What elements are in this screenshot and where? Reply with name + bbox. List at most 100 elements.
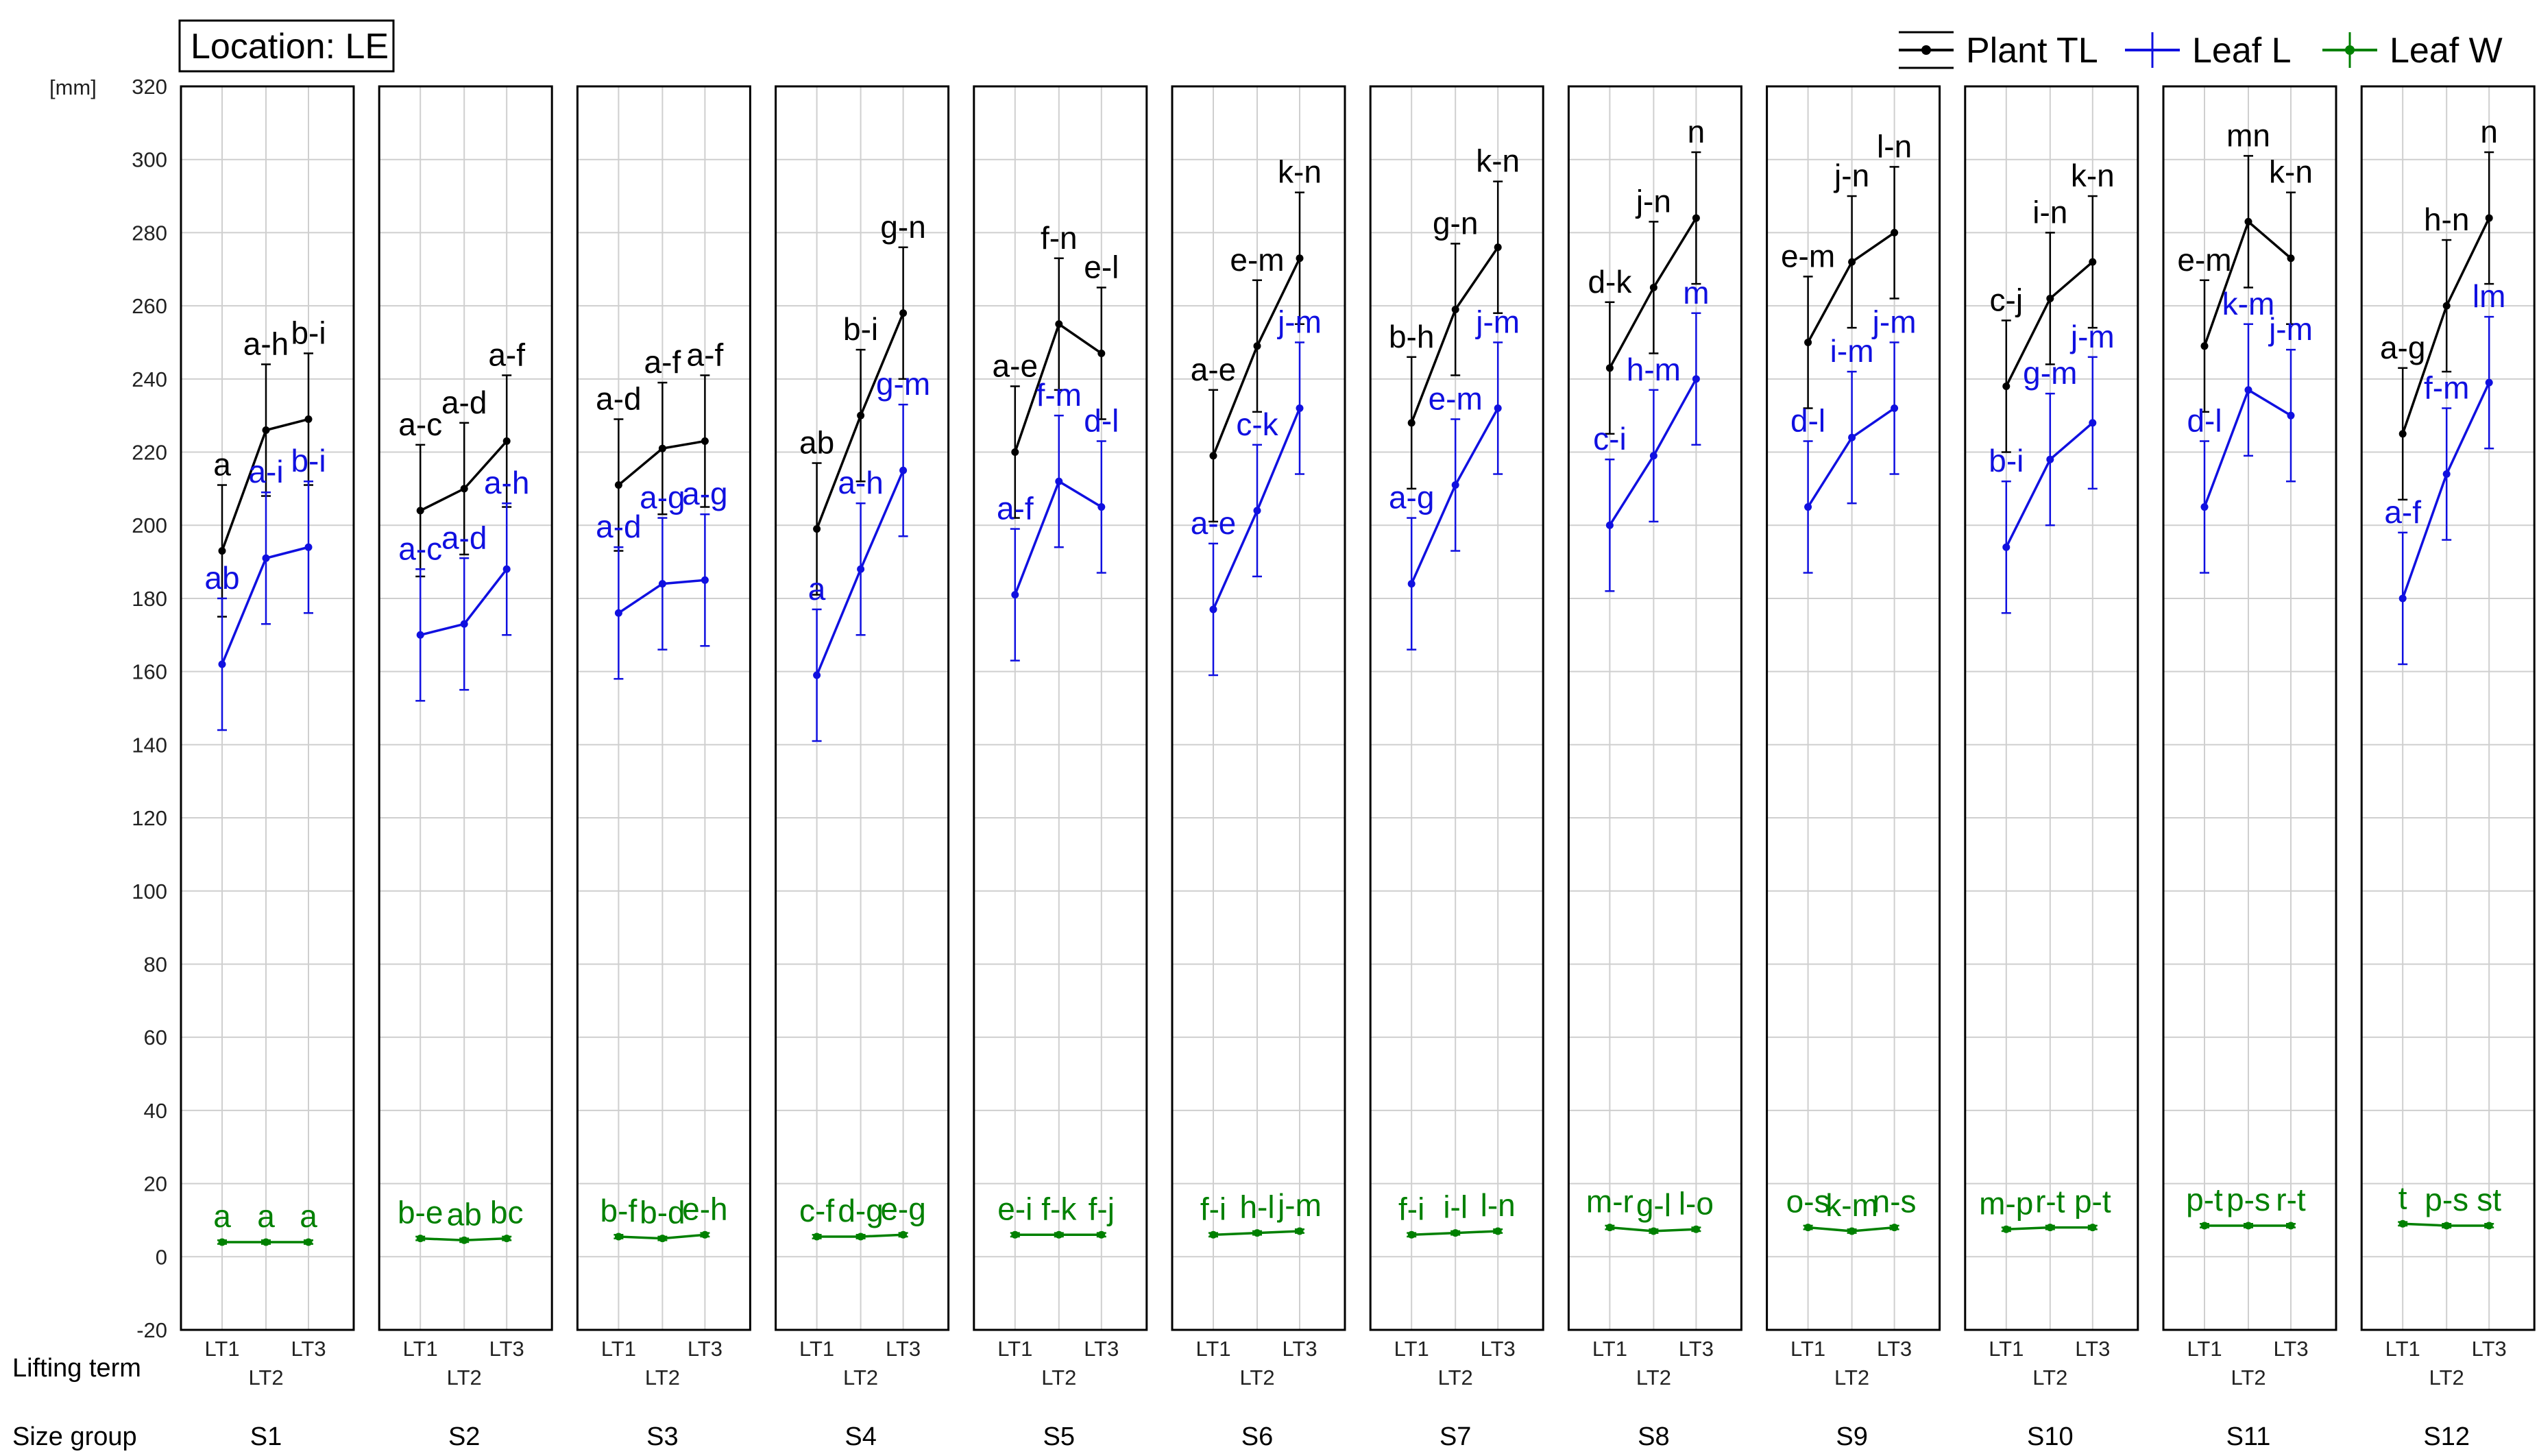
data-point-lw — [1055, 1230, 1063, 1239]
y-tick-label: 200 — [132, 513, 167, 537]
legend: Plant TL Leaf L Leaf W — [1899, 31, 2503, 71]
data-point-ll — [2046, 455, 2054, 463]
data-label-tl: k-n — [2071, 158, 2115, 193]
data-label-tl: k-n — [1278, 154, 1322, 190]
data-point-ll — [1494, 404, 1502, 413]
data-point-lw — [2200, 1222, 2209, 1230]
data-label-ll: m — [1683, 275, 1709, 311]
x-tick-label: LT1 — [1592, 1337, 1627, 1361]
data-point-tl — [2398, 430, 2407, 438]
data-label-lw: b-f — [600, 1193, 637, 1228]
x-tick-label: LT2 — [447, 1366, 482, 1390]
legend-entry-leaf-l: Leaf L — [2125, 31, 2292, 71]
data-point-ll — [460, 620, 468, 628]
data-point-ll — [2442, 470, 2451, 478]
data-label-ll: a-f — [2384, 494, 2421, 530]
y-tick-label: 260 — [132, 294, 167, 318]
data-point-ll — [2002, 543, 2010, 551]
panel-frame — [973, 85, 1148, 1331]
y-axis: -20 0 20 40 60 80 100 120 140 160 180 200 220 240 260 2… — [132, 75, 167, 1342]
data-point-lw — [1253, 1229, 1261, 1237]
data-label-ll: j-m — [2069, 319, 2115, 354]
data-label-lw: f-i — [1398, 1191, 1424, 1226]
x-tick-label: LT2 — [2231, 1366, 2265, 1390]
data-point-lw — [701, 1230, 709, 1239]
data-point-ll — [416, 631, 424, 639]
data-point-ll — [1891, 404, 1899, 413]
data-label-lw: a — [213, 1198, 231, 1234]
data-point-tl — [701, 437, 709, 446]
x-tick-label: LT2 — [1239, 1366, 1274, 1390]
panel-s9: e-m j-nl-n d-li-mj-m o-sk-mn-s LT1 LT3 LT2 S9 — [1766, 85, 1941, 1451]
data-point-lw — [2244, 1222, 2252, 1230]
data-label-lw: a — [300, 1198, 317, 1234]
data-point-tl — [1296, 254, 1304, 263]
x-tick-label: LT3 — [1084, 1337, 1119, 1361]
data-label-tl: j-n — [1635, 183, 1671, 219]
data-point-tl — [1848, 258, 1856, 266]
data-point-tl — [1804, 338, 1812, 346]
data-point-tl — [262, 426, 270, 435]
data-label-lw: e-g — [880, 1191, 925, 1226]
x-tick-label: LT2 — [1438, 1366, 1473, 1390]
data-label-ll: k-m — [2222, 286, 2275, 321]
data-label-lw: i-l — [1443, 1189, 1468, 1225]
x-tick-label: LT1 — [204, 1337, 239, 1361]
data-label-lw: e-i — [997, 1191, 1032, 1226]
data-label-tl: a-e — [993, 348, 1038, 383]
data-label-lw: l-n — [1481, 1187, 1516, 1223]
data-point-tl — [1253, 342, 1261, 350]
location-box — [178, 19, 395, 73]
y-tick-label: 320 — [132, 75, 167, 99]
data-label-tl: ab — [799, 425, 834, 461]
data-label-lw: g-l — [1636, 1187, 1671, 1223]
data-label-lw: p-s — [2425, 1182, 2468, 1217]
x-tick-label: LT1 — [1989, 1337, 2024, 1361]
legend-label-leaf-w: Leaf W — [2390, 31, 2503, 71]
data-label-lw: p-t — [2074, 1184, 2111, 1220]
data-point-ll — [1296, 404, 1304, 413]
panel-frame — [2162, 85, 2337, 1331]
x-tick-label: LT3 — [2472, 1337, 2507, 1361]
legend-entry-plant-tl: Plant TL — [1899, 31, 2098, 71]
legend-label-plant-tl: Plant TL — [1966, 31, 2098, 71]
data-point-tl — [1494, 243, 1502, 252]
data-label-tl: e-m — [1781, 238, 1835, 274]
y-tick-label: 120 — [132, 806, 167, 830]
legend-entry-leaf-w: Leaf W — [2322, 31, 2503, 71]
data-point-tl — [1692, 214, 1700, 222]
data-label-tl: n — [2480, 114, 2498, 149]
data-label-lw: r-t — [2276, 1182, 2306, 1217]
y-tick-label: 180 — [132, 587, 167, 611]
x-tick-label: LT2 — [843, 1366, 878, 1390]
data-point-ll — [1055, 477, 1063, 485]
y-tick-label: 240 — [132, 367, 167, 391]
panel-frame — [1964, 85, 2139, 1331]
data-label-ll: a-d — [441, 520, 487, 555]
data-point-ll — [1692, 375, 1700, 383]
panel-frame — [1369, 85, 1544, 1331]
x-tick-label: LT3 — [886, 1337, 921, 1361]
data-point-ll — [2089, 419, 2097, 427]
data-label-tl: i-n — [2032, 194, 2067, 230]
y-tick-label: 140 — [132, 733, 167, 757]
x-tick-label: LT3 — [688, 1337, 722, 1361]
data-label-ll: a-g — [1389, 480, 1434, 515]
data-point-tl — [304, 415, 313, 424]
data-label-ll: lm — [2473, 278, 2506, 314]
data-label-lw: f-k — [1041, 1191, 1077, 1226]
x-tick-label: LT3 — [1481, 1337, 1516, 1361]
data-point-tl — [899, 309, 908, 317]
data-label-lw: o-s — [1786, 1184, 1830, 1220]
x-tick-label: LT1 — [1195, 1337, 1230, 1361]
data-label-tl: e-m — [1230, 242, 1284, 278]
data-label-ll: f-m — [1036, 377, 1082, 413]
panel-frame — [775, 85, 950, 1331]
x-tick-label: LT3 — [291, 1337, 326, 1361]
data-point-tl — [857, 411, 865, 420]
data-label-lw: l-o — [1679, 1185, 1714, 1221]
data-label-ll: j-m — [2268, 311, 2313, 347]
data-point-lw — [1804, 1224, 1812, 1232]
